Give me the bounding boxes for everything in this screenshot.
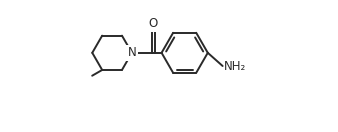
Text: O: O	[148, 17, 158, 30]
Text: N: N	[127, 46, 136, 59]
Text: N: N	[127, 46, 136, 59]
Text: NH₂: NH₂	[224, 60, 246, 73]
